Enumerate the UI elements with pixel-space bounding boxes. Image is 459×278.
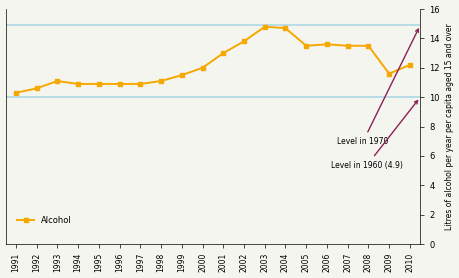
Y-axis label: Litres of alcohol per year per capita aged 15 and over: Litres of alcohol per year per capita ag… <box>444 23 453 230</box>
Text: Level in 1970: Level in 1970 <box>336 29 417 146</box>
Text: Level in 1960 (4.9): Level in 1960 (4.9) <box>330 101 417 170</box>
Legend: Alcohol: Alcohol <box>14 212 74 228</box>
